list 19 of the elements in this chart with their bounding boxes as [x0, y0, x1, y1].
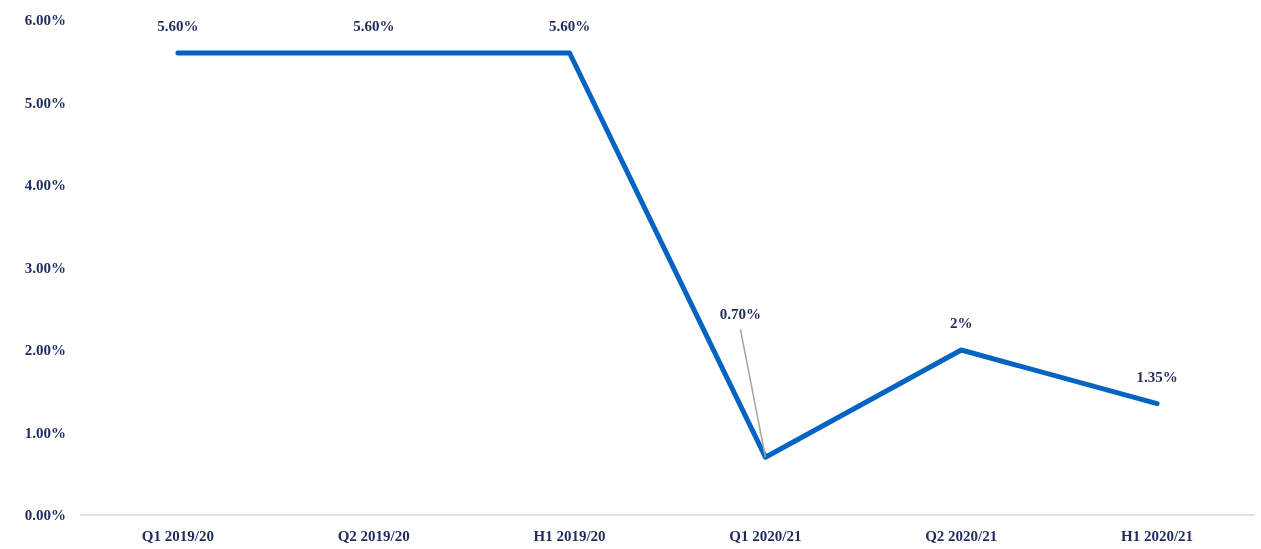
data-label: 1.35% [1136, 368, 1178, 385]
x-tick-label: H1 2019/20 [533, 528, 606, 544]
y-tick-label: 1.00% [24, 424, 66, 441]
data-label: 5.60% [548, 18, 591, 34]
y-tick-label: 6.00% [24, 12, 66, 29]
x-tick-label: Q2 2020/21 [925, 528, 998, 544]
data-label: 0.70% [719, 306, 762, 323]
data-label: 5.60% [353, 18, 395, 34]
y-tick-label: 0.00% [24, 507, 66, 524]
y-tick-label: 5.00% [24, 94, 66, 111]
x-tick-label: Q1 2020/21 [729, 528, 802, 544]
x-tick-label: Q1 2019/20 [141, 528, 214, 544]
data-label: 2% [950, 315, 973, 331]
y-tick-label: 3.00% [24, 259, 66, 276]
x-tick-label: H1 2020/21 [1121, 528, 1194, 544]
y-tick-label: 2.00% [24, 342, 66, 359]
x-tick-label: Q2 2019/20 [337, 528, 410, 544]
data-label: 5.60% [157, 18, 199, 34]
y-tick-label: 4.00% [24, 177, 66, 194]
